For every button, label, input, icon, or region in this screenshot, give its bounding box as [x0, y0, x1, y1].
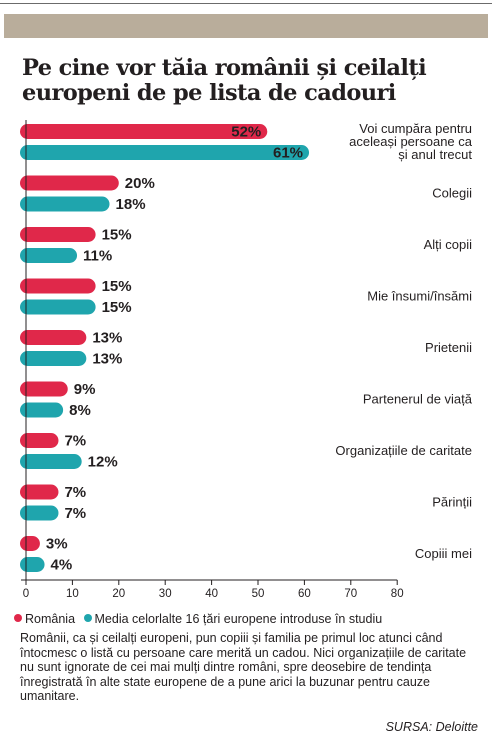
x-tick-label: 10	[66, 588, 79, 600]
category-label: Organizațiile de caritate	[335, 443, 472, 458]
category-label: Părinții	[432, 495, 472, 510]
legend-label-europe: Media celorlalte 16 țări europene introd…	[94, 612, 383, 626]
x-tick-label: 0	[23, 588, 29, 600]
bar-europe	[20, 145, 310, 160]
bar-romania	[20, 175, 119, 191]
x-tick-label: 30	[159, 588, 172, 600]
data-label: 7%	[64, 433, 86, 450]
bar-romania	[20, 536, 40, 551]
x-tick-label: 50	[252, 588, 265, 600]
data-label: 15%	[102, 227, 132, 244]
data-label: 13%	[92, 351, 122, 368]
category-label: Partenerul de viață	[363, 392, 473, 407]
category-label: Mie însumi/însămi	[367, 289, 472, 304]
data-label: 11%	[83, 248, 112, 265]
data-label: 18%	[116, 196, 146, 213]
data-label: 15%	[102, 278, 132, 295]
data-label: 15%	[102, 299, 132, 316]
bar-europe	[20, 248, 78, 263]
data-label: 7%	[64, 484, 86, 501]
caption-text: Românii, ca și ceilalți europeni, pun co…	[20, 631, 467, 704]
legend-swatch-europe	[83, 614, 92, 622]
bar-europe	[20, 505, 59, 521]
data-label: 52%	[231, 124, 261, 141]
data-label: 9%	[74, 381, 96, 398]
category-label: aceleași persoane ca	[349, 134, 473, 149]
data-label: 7%	[64, 505, 86, 522]
bar-europe	[20, 299, 96, 315]
data-label: 8%	[69, 402, 91, 419]
bar-romania	[20, 278, 96, 294]
category-label: Prietenii	[425, 340, 472, 355]
x-tick-label: 70	[344, 588, 357, 600]
bar-romania	[20, 484, 59, 500]
legend: România Media celorlalte 16 țări europen…	[14, 611, 387, 627]
bar-romania	[20, 124, 268, 139]
category-label: și anul trecut	[398, 147, 472, 162]
chart-title: Pe cine vor tăia românii și ceilalți eur…	[22, 55, 427, 106]
legend-item-europe: Media celorlalte 16 țări europene introd…	[83, 612, 383, 626]
bar-romania	[20, 330, 87, 345]
x-tick-label: 60	[298, 588, 311, 600]
bar-europe	[20, 196, 110, 212]
source-credit: SURSA: Deloitte	[385, 720, 478, 734]
category-label: Alți copii	[424, 237, 473, 252]
x-tick-label: 40	[205, 588, 218, 600]
x-tick-label: 20	[112, 588, 125, 600]
legend-item-romania: România	[14, 612, 75, 626]
data-label: 12%	[88, 454, 118, 471]
bar-romania	[20, 227, 96, 242]
bar-romania	[20, 381, 68, 397]
bar-europe	[20, 351, 87, 366]
data-label: 61%	[273, 145, 303, 162]
header-band	[4, 14, 488, 38]
legend-label-romania: România	[25, 612, 76, 626]
x-tick-label: 80	[391, 588, 404, 600]
bar-europe	[20, 557, 45, 572]
data-label: 13%	[92, 330, 122, 347]
data-label: 20%	[125, 175, 155, 192]
bar-romania	[20, 433, 59, 448]
data-label: 4%	[51, 557, 73, 574]
category-label: Colegii	[432, 186, 472, 201]
bar-europe	[20, 402, 64, 418]
data-label: 3%	[46, 536, 68, 553]
legend-swatch-romania	[14, 614, 22, 622]
category-label: Copiii mei	[415, 546, 472, 561]
category-label: Voi cumpăra pentru	[359, 121, 472, 136]
bar-europe	[20, 454, 82, 469]
top-rule	[0, 3, 492, 4]
